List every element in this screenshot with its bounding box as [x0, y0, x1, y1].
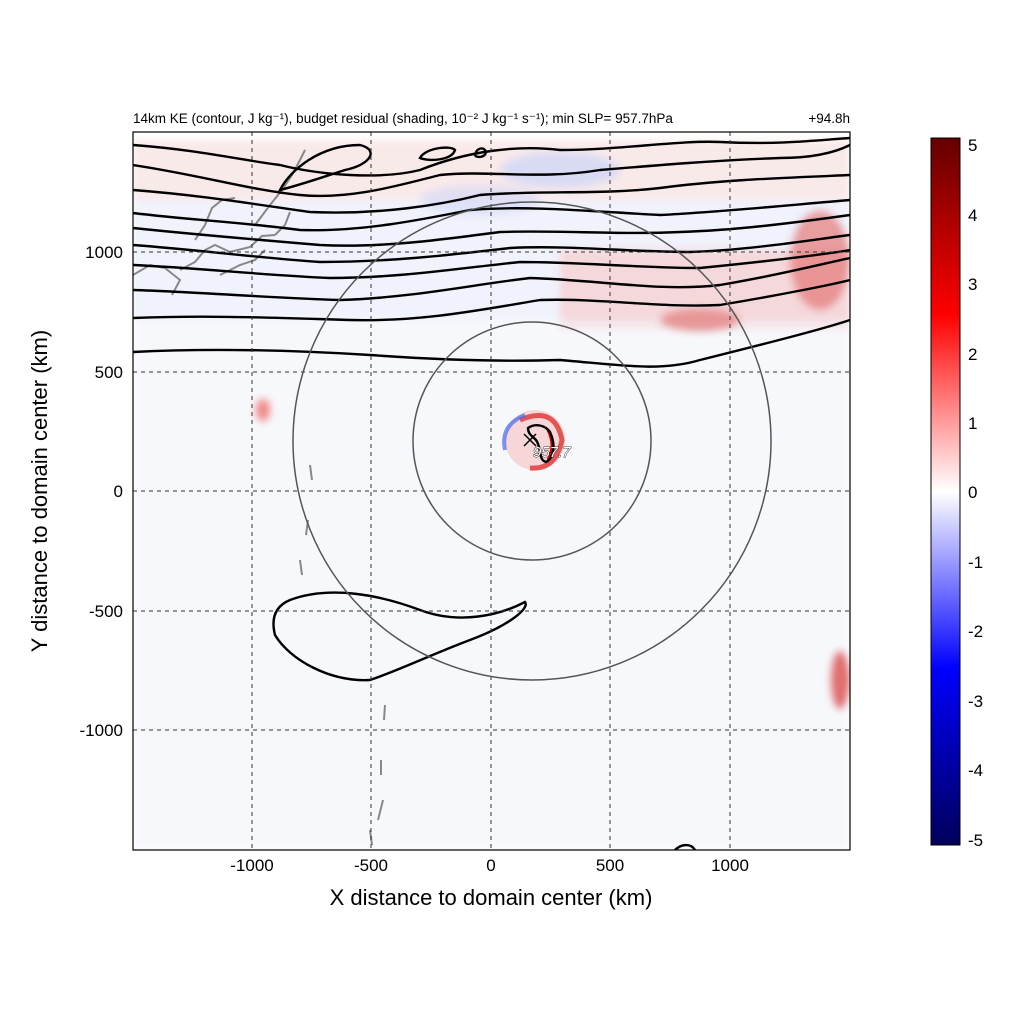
y-tick-label: -1000: [80, 721, 123, 740]
colorbar-label: -3: [968, 692, 983, 711]
ke-contour: [133, 143, 850, 198]
x-tick-label: -500: [354, 856, 388, 875]
y-tick-label: 500: [95, 363, 123, 382]
ke-contour: [133, 136, 850, 177]
chart-time-label: +94.8h: [808, 111, 850, 126]
x-axis-title: X distance to domain center (km): [330, 885, 653, 910]
colorbar-label: -5: [968, 831, 983, 850]
colorbar-label: 2: [968, 345, 977, 364]
y-tick-label: -500: [89, 602, 123, 621]
range-circle-500km: [412, 321, 652, 561]
colorbar-label: 3: [968, 275, 977, 294]
x-tick-label: 500: [596, 856, 624, 875]
y-axis: 1000 500 0 -500 -1000 Y distance to doma…: [27, 243, 123, 740]
plot-area: 957.7: [133, 132, 850, 850]
chart-title: 14km KE (contour, J kg⁻¹), budget residu…: [133, 111, 673, 126]
ke-contour: [277, 143, 372, 192]
x-tick-label: 1000: [711, 856, 749, 875]
colorbar-gradient: [930, 137, 961, 846]
min-slp-label: 957.7: [533, 444, 571, 461]
colorbar-label: -1: [968, 553, 983, 572]
ke-contour: [133, 278, 850, 322]
ke-contour: [133, 213, 850, 247]
colorbar: 5 4 3 2 1 0 -1 -2 -3 -4 -5: [930, 136, 983, 850]
colorbar-label: 1: [968, 414, 977, 433]
y-tick-label: 0: [114, 482, 123, 501]
ke-contour: [674, 843, 697, 850]
ke-contour: [133, 173, 850, 214]
range-circle-1000km: [292, 201, 772, 681]
colorbar-label: 5: [968, 136, 977, 155]
y-tick-label: 1000: [85, 243, 123, 262]
storm-center-marker: [523, 433, 537, 447]
colorbar-label: 4: [968, 206, 977, 225]
ke-contour: [473, 147, 488, 159]
ke-contour: [418, 146, 457, 162]
y-axis-title: Y distance to domain center (km): [27, 330, 52, 652]
colorbar-label: 0: [968, 483, 977, 502]
ke-contour: [133, 318, 850, 368]
colorbar-label: -2: [968, 622, 983, 641]
x-tick-label: -1000: [230, 856, 273, 875]
ke-contour: [272, 591, 527, 682]
x-axis: -1000 -500 0 500 1000 X distance to doma…: [230, 856, 749, 910]
ke-contour: [133, 248, 850, 280]
range-circles: [292, 201, 772, 681]
ke-contour: [133, 256, 850, 302]
x-tick-label: 0: [486, 856, 495, 875]
ke-contours: [133, 136, 850, 850]
plot-frame: [132, 131, 851, 851]
ke-contour: [133, 233, 850, 264]
colorbar-label: -4: [968, 761, 983, 780]
